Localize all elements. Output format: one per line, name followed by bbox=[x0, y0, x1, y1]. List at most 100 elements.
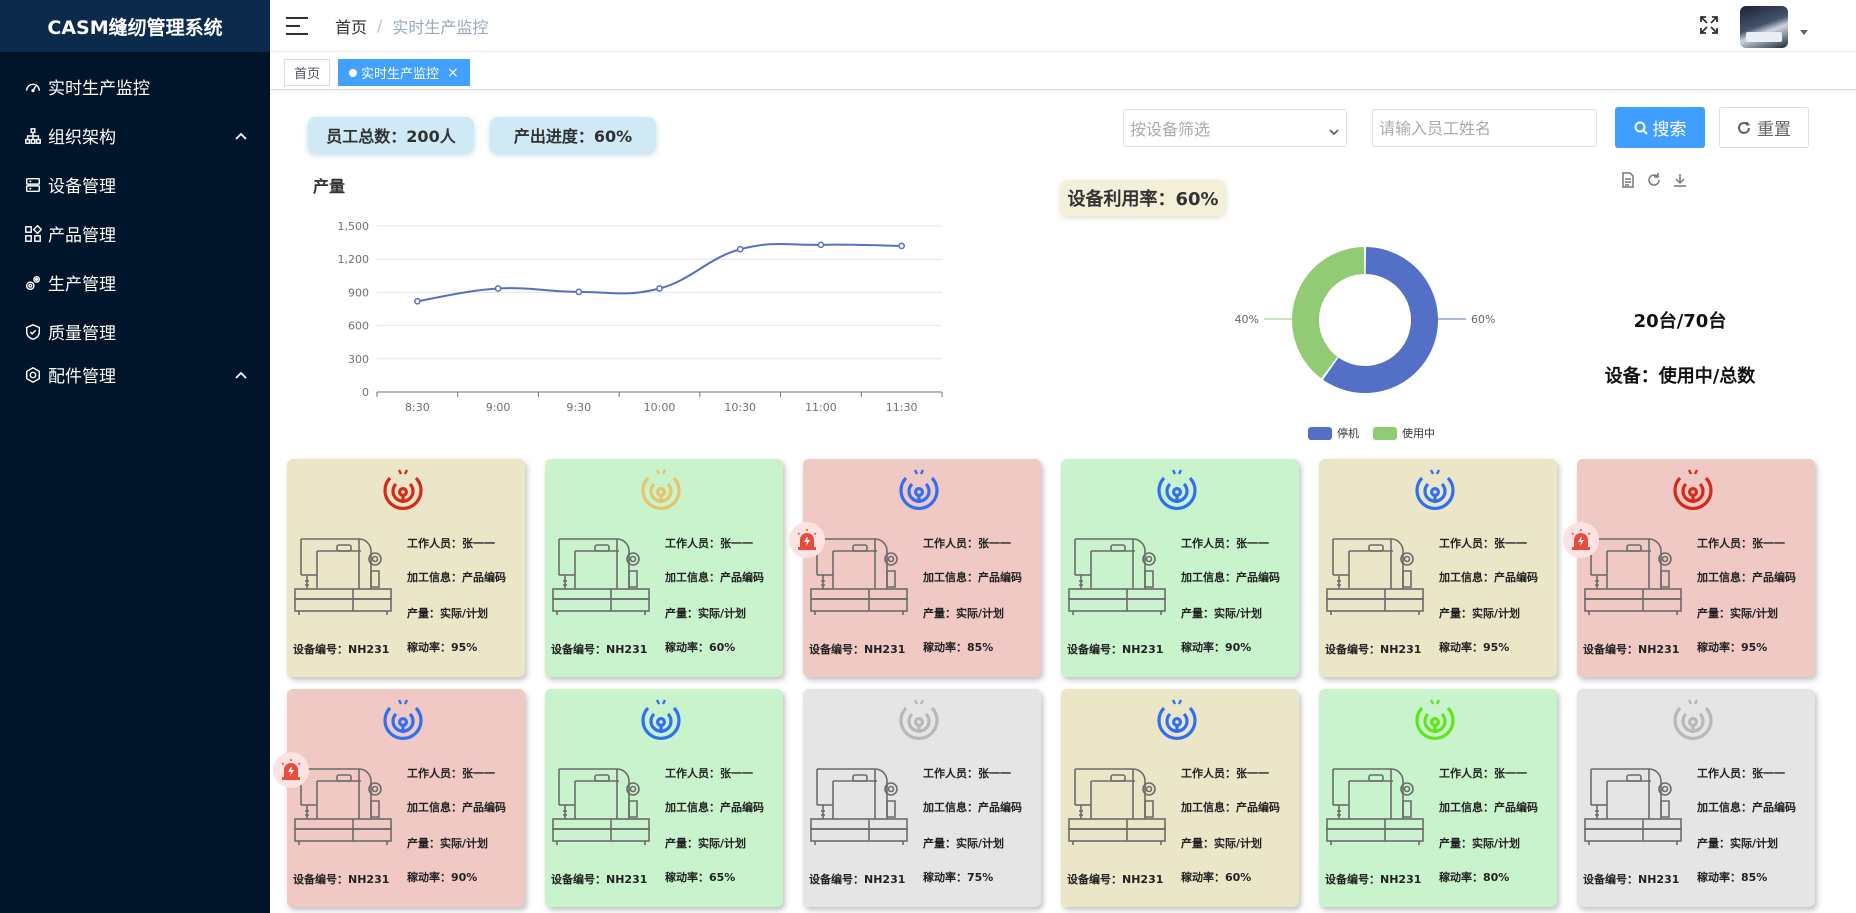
sewing-machine-icon bbox=[1067, 529, 1167, 619]
y-tick-label: 0 bbox=[362, 386, 369, 399]
sidebar-item-label: 组织架构 bbox=[48, 128, 116, 148]
sewing-machine-icon bbox=[1325, 759, 1425, 849]
tag-home[interactable]: 首页 bbox=[284, 59, 331, 86]
device-card[interactable]: 工作人员：张一一 加工信息：产品编码 产量：实际/计划 稼动率：65% 设备编号：NH2… bbox=[545, 689, 783, 907]
breadcrumb: 首页 / 实时生产监控 bbox=[335, 14, 488, 38]
y-tick-label: 1,200 bbox=[338, 253, 370, 266]
sewing-machine-icon bbox=[809, 759, 909, 849]
card-device-code: 设备编号：NH231 bbox=[293, 643, 390, 656]
legend-item-stopped[interactable]: 停机 bbox=[1308, 425, 1359, 441]
device-card[interactable]: 工作人员：张一一 加工信息：产品编码 产量：实际/计划 稼动率：85% 设备编号：NH2… bbox=[1577, 689, 1815, 907]
search-button-label: 搜索 bbox=[1652, 120, 1687, 140]
output-chart-title: 产量 bbox=[313, 177, 346, 196]
signal-icon bbox=[380, 697, 426, 743]
sidebar-item-organization[interactable]: 组织架构 bbox=[0, 111, 270, 160]
close-icon[interactable]: × bbox=[447, 64, 459, 81]
card-process-info: 加工信息：产品编码 bbox=[1697, 571, 1796, 584]
data-view-icon[interactable] bbox=[1620, 172, 1636, 188]
card-device-code: 设备编号：NH231 bbox=[1067, 873, 1164, 886]
card-output: 产量：实际/计划 bbox=[1697, 607, 1779, 620]
sidebar-item-device-management[interactable]: 设备管理 bbox=[0, 160, 270, 209]
save-image-icon[interactable] bbox=[1672, 172, 1688, 188]
reset-button[interactable]: 重置 bbox=[1719, 107, 1809, 148]
sewing-machine-icon bbox=[551, 759, 651, 849]
dashboard-icon bbox=[22, 76, 44, 98]
card-utilization-rate: 稼动率：60% bbox=[665, 641, 736, 654]
sidebar-item-realtime-monitor[interactable]: 实时生产监控 bbox=[0, 62, 270, 111]
sewing-machine-icon bbox=[293, 759, 393, 849]
sidebar-item-product-management[interactable]: 产品管理 bbox=[0, 209, 270, 258]
restore-icon[interactable] bbox=[1646, 172, 1662, 188]
device-card[interactable]: 工作人员：张一一 加工信息：产品编码 产量：实际/计划 稼动率：95% 设备编号：NH2… bbox=[1319, 459, 1557, 677]
tag-realtime-monitor[interactable]: 实时生产监控 × bbox=[338, 59, 470, 86]
sidebar-item-parts-management[interactable]: 配件管理 bbox=[0, 350, 270, 399]
card-device-code: 设备编号：NH231 bbox=[809, 873, 906, 886]
card-worker: 工作人员：张一一 bbox=[1439, 537, 1527, 550]
device-card[interactable]: 工作人员：张一一 加工信息：产品编码 产量：实际/计划 稼动率：95% 设备编号：NH2… bbox=[287, 459, 525, 677]
tag-label: 实时生产监控 bbox=[361, 67, 440, 82]
card-worker: 工作人员：张一一 bbox=[407, 767, 495, 780]
card-worker: 工作人员：张一一 bbox=[1181, 767, 1269, 780]
card-worker: 工作人员：张一一 bbox=[1181, 537, 1269, 550]
top-header: 首页 / 实时生产监控 bbox=[270, 0, 1856, 52]
device-card[interactable]: 工作人员：张一一 加工信息：产品编码 产量：实际/计划 稼动率：90% 设备编号：NH2… bbox=[1061, 459, 1299, 677]
sidebar-item-label: 实时生产监控 bbox=[48, 79, 150, 99]
card-process-info: 加工信息：产品编码 bbox=[923, 801, 1022, 814]
menu-toggle-icon[interactable] bbox=[286, 16, 308, 35]
sidebar-item-production-management[interactable]: 生产管理 bbox=[0, 258, 270, 307]
employee-total-badge: 员工总数：200人 bbox=[308, 117, 474, 153]
card-utilization-rate: 稼动率：85% bbox=[1697, 871, 1768, 884]
card-utilization-rate: 稼动率：60% bbox=[1181, 871, 1252, 884]
device-card[interactable]: 工作人员：张一一 加工信息：产品编码 产量：实际/计划 稼动率：90% 设备编号：NH2… bbox=[273, 689, 525, 907]
signal-icon bbox=[638, 697, 684, 743]
device-filter-select[interactable]: 按设备筛选 bbox=[1123, 109, 1347, 147]
avatar[interactable] bbox=[1740, 6, 1788, 48]
device-card[interactable]: 工作人员：张一一 加工信息：产品编码 产量：实际/计划 稼动率：60% 设备编号：NH2… bbox=[545, 459, 783, 677]
sewing-machine-icon bbox=[1067, 759, 1167, 849]
data-point bbox=[898, 242, 905, 250]
card-process-info: 加工信息：产品编码 bbox=[665, 571, 764, 584]
breadcrumb-home[interactable]: 首页 bbox=[335, 17, 368, 37]
caret-down-icon[interactable] bbox=[1800, 30, 1808, 35]
chevron-down-icon bbox=[1328, 123, 1339, 136]
sewing-machine-icon bbox=[293, 529, 393, 619]
sewing-machine-icon bbox=[1583, 529, 1683, 619]
employee-name-input[interactable] bbox=[1372, 109, 1597, 147]
data-point bbox=[575, 288, 583, 296]
card-utilization-rate: 稼动率：95% bbox=[1697, 641, 1768, 654]
card-process-info: 加工信息：产品编码 bbox=[1181, 571, 1280, 584]
card-utilization-rate: 稼动率：85% bbox=[923, 641, 994, 654]
device-card[interactable]: 工作人员：张一一 加工信息：产品编码 产量：实际/计划 稼动率：95% 设备编号：NH2… bbox=[1563, 459, 1815, 677]
legend-item-running[interactable]: 使用中 bbox=[1373, 425, 1435, 441]
card-worker: 工作人员：张一一 bbox=[923, 537, 1011, 550]
card-process-info: 加工信息：产品编码 bbox=[1181, 801, 1280, 814]
card-worker: 工作人员：张一一 bbox=[1697, 537, 1785, 550]
card-process-info: 加工信息：产品编码 bbox=[1439, 801, 1538, 814]
card-utilization-rate: 稼动率：95% bbox=[1439, 641, 1510, 654]
search-button[interactable]: 搜索 bbox=[1615, 107, 1705, 148]
device-card[interactable]: 工作人员：张一一 加工信息：产品编码 产量：实际/计划 稼动率：85% 设备编号：NH2… bbox=[789, 459, 1041, 677]
device-card[interactable]: 工作人员：张一一 加工信息：产品编码 产量：实际/计划 稼动率：60% 设备编号：NH2… bbox=[1061, 689, 1299, 907]
card-utilization-rate: 稼动率：90% bbox=[407, 871, 478, 884]
card-utilization-rate: 稼动率：65% bbox=[665, 871, 736, 884]
sidebar-item-quality-management[interactable]: 质量管理 bbox=[0, 307, 270, 356]
alarm-icon bbox=[273, 752, 309, 788]
card-process-info: 加工信息：产品编码 bbox=[1439, 571, 1538, 584]
alarm-icon bbox=[1563, 522, 1599, 558]
device-card[interactable]: 工作人员：张一一 加工信息：产品编码 产量：实际/计划 稼动率：80% 设备编号：NH2… bbox=[1319, 689, 1557, 907]
fullscreen-icon[interactable] bbox=[1698, 14, 1720, 36]
card-output: 产量：实际/计划 bbox=[1181, 837, 1263, 850]
utilization-badge: 设备利用率：60% bbox=[1060, 180, 1226, 216]
tags-view: 首页 实时生产监控 × bbox=[270, 53, 1856, 90]
x-tick-label: 11:30 bbox=[886, 401, 918, 414]
card-output: 产量：实际/计划 bbox=[1697, 837, 1779, 850]
card-process-info: 加工信息：产品编码 bbox=[407, 571, 506, 584]
device-count-label: 设备：使用中/总数 bbox=[1604, 366, 1756, 387]
device-card[interactable]: 工作人员：张一一 加工信息：产品编码 产量：实际/计划 稼动率：75% 设备编号：NH2… bbox=[803, 689, 1041, 907]
card-output: 产量：实际/计划 bbox=[1181, 607, 1263, 620]
sidebar-item-label: 配件管理 bbox=[48, 367, 116, 387]
data-point bbox=[494, 285, 502, 292]
data-point bbox=[656, 285, 663, 292]
signal-icon bbox=[638, 467, 684, 513]
